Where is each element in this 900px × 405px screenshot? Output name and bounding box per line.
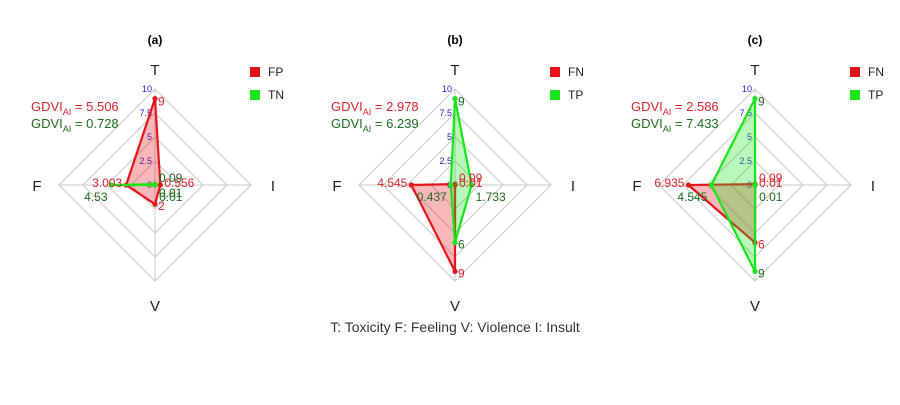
data-label: 2 [158, 199, 165, 213]
data-label: 6 [758, 238, 765, 252]
legend-label: FN [568, 65, 584, 79]
legend-swatch [550, 67, 560, 77]
tick-label: 5 [747, 132, 752, 142]
tick-label: 10 [442, 84, 452, 94]
data-point [708, 182, 714, 188]
data-label: 9 [758, 95, 765, 109]
data-label: 4.545 [677, 190, 707, 204]
data-label: 6.935 [654, 176, 684, 190]
panel-label: (a) [148, 33, 163, 47]
data-label: 0.01 [459, 176, 483, 190]
axis-label-t: T [150, 62, 159, 79]
data-point [752, 268, 758, 274]
data-label: 0.01 [159, 190, 183, 204]
tick-label: 7.5 [139, 108, 152, 118]
data-point [448, 182, 454, 188]
data-label: 0.556 [164, 176, 194, 190]
data-label: 9 [458, 95, 465, 109]
data-point [752, 182, 758, 188]
legend-label: TN [268, 88, 284, 102]
data-label: 4.545 [377, 176, 407, 190]
tick-label: 2.5 [739, 156, 752, 166]
data-label: 4.53 [84, 190, 108, 204]
gdvi-label: GDVIAI = 5.506 [31, 99, 119, 117]
axis-label-v: V [450, 298, 460, 315]
tick-label: 5 [447, 132, 452, 142]
data-point [152, 96, 158, 102]
legend-swatch [850, 90, 860, 100]
gdvi-label: GDVIAI = 6.239 [331, 116, 419, 134]
tick-label: 2.5 [139, 156, 152, 166]
data-label: 0.437 [417, 190, 447, 204]
axis-label-t: T [750, 62, 759, 79]
axis-label-f: F [332, 178, 341, 195]
legend-swatch [850, 67, 860, 77]
data-label: 0.01 [759, 176, 783, 190]
axis-label-f: F [32, 178, 41, 195]
legend-label: TP [868, 88, 883, 102]
data-point [157, 182, 163, 188]
legend-swatch [250, 90, 260, 100]
data-point [408, 182, 414, 188]
data-point [469, 182, 475, 188]
axis-label-v: V [150, 298, 160, 315]
legend-label: FN [868, 65, 884, 79]
axis-label-v: V [750, 298, 760, 315]
data-label: 1.733 [476, 190, 506, 204]
gdvi-label: GDVIAI = 0.728 [31, 116, 119, 134]
data-point [152, 182, 158, 188]
data-point [108, 182, 115, 188]
data-label: 0.01 [159, 186, 183, 200]
tick-label: 7.5 [739, 108, 752, 118]
tick-label: 2.5 [439, 156, 452, 166]
tick-label: 10 [742, 84, 752, 94]
data-point [152, 201, 158, 207]
figure-caption: T: Toxicity F: Feeling V: Violence I: In… [330, 319, 580, 335]
axis-label-f: F [632, 178, 641, 195]
data-label: 0.09 [159, 171, 183, 185]
data-label: 0.01 [759, 190, 783, 204]
data-label: 9 [458, 266, 465, 280]
legend-label: FP [268, 65, 283, 79]
axis-label-i: I [271, 178, 275, 195]
data-point [452, 268, 458, 274]
data-point [452, 240, 458, 246]
radar-chart-2: (b)02.557.510TIVF0.090.0194.54591.73360.… [331, 33, 584, 315]
axis-label-i: I [871, 178, 875, 195]
gdvi-label: GDVIAI = 2.978 [331, 99, 419, 117]
panel-label: (b) [447, 33, 462, 47]
legend-label: TP [568, 88, 583, 102]
tick-label: 10 [142, 84, 152, 94]
axis-label-i: I [571, 178, 575, 195]
data-point [752, 96, 758, 102]
data-label: 9 [158, 95, 165, 109]
gdvi-label: GDVIAI = 7.433 [631, 116, 719, 134]
data-label: 0.09 [759, 171, 783, 185]
tick-label: 7.5 [439, 108, 452, 118]
data-point [452, 182, 458, 188]
gdvi-label: GDVIAI = 2.586 [631, 99, 719, 117]
data-point [452, 96, 458, 102]
data-label: 3.003 [92, 176, 122, 190]
legend-swatch [550, 90, 560, 100]
data-label: 9 [758, 266, 765, 280]
axis-label-t: T [450, 62, 459, 79]
data-point [685, 182, 692, 188]
panel-label: (c) [748, 33, 763, 47]
legend-swatch [250, 67, 260, 77]
data-label: 0.09 [459, 171, 483, 185]
tick-label: 5 [147, 132, 152, 142]
data-label: 6 [458, 238, 465, 252]
